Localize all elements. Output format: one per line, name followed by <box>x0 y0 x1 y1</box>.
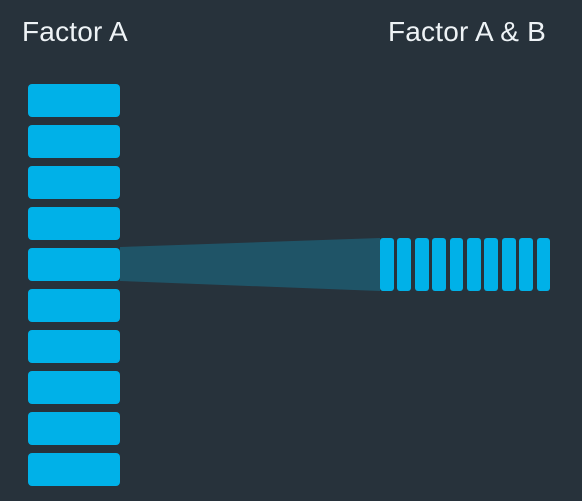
factor-ab-block <box>536 238 551 291</box>
factor-a-and-b-label: Factor A & B <box>387 16 546 47</box>
factor-ab-block <box>449 238 464 291</box>
factor-ab-block <box>484 238 499 291</box>
factor-a-block <box>28 330 120 363</box>
factor-a-block <box>28 166 120 199</box>
factor-a-block <box>28 207 120 240</box>
factor-ab-block <box>519 238 533 291</box>
factor-a-block <box>28 84 120 117</box>
factor-ab-block <box>501 238 516 291</box>
factor-ab-block <box>380 238 394 291</box>
factor-ab-block <box>432 238 446 291</box>
factor-a-block <box>28 412 120 445</box>
factor-ab-block <box>414 238 429 291</box>
factor-ab-block <box>466 238 481 291</box>
expansion-wedge-shape <box>120 238 380 291</box>
factor-ab-block <box>397 238 412 291</box>
factor-a-block <box>28 289 120 322</box>
factor-a-block <box>28 125 120 158</box>
factor-a-block <box>28 453 120 486</box>
factor-a-block-highlighted <box>28 248 120 281</box>
factor-a-and-b-row <box>380 238 551 291</box>
factor-a-block <box>28 371 120 404</box>
factor-a-label: Factor A <box>22 16 128 47</box>
factor-a-column <box>28 84 120 494</box>
